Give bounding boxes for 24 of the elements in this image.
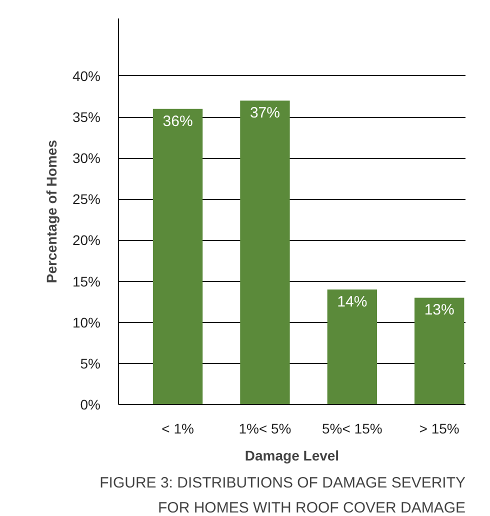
x-axis-title: Damage Level bbox=[244, 448, 340, 464]
x-tick-label: 5%< 15% bbox=[322, 420, 382, 436]
bar bbox=[240, 100, 290, 404]
caption: FIGURE 3: DISTRIBUTIONS OF DAMAGE SEVERITY FOR HOMES WITH ROOF COVER DAMAGE bbox=[100, 474, 466, 516]
y-tick-label: 0% bbox=[80, 396, 100, 412]
y-tick-label: 35% bbox=[72, 109, 101, 126]
data-label: 13% bbox=[424, 302, 454, 319]
y-axis-title: Percentage of Homes bbox=[43, 140, 60, 284]
bar bbox=[414, 298, 464, 404]
y-tick-label: 25% bbox=[72, 191, 101, 208]
x-tick-label: < 1% bbox=[162, 420, 194, 436]
y-tick-label: 40% bbox=[72, 68, 101, 84]
data-label: 14% bbox=[337, 294, 368, 311]
x-tick-label: 1%< 5% bbox=[238, 420, 292, 436]
y-tick-label: 15% bbox=[72, 273, 101, 290]
data-label: 36% bbox=[162, 112, 193, 130]
y-tick-label: 30% bbox=[72, 150, 101, 166]
data-label: 37% bbox=[250, 104, 280, 122]
y-tick-label: 20% bbox=[72, 232, 101, 248]
bar bbox=[152, 108, 203, 404]
bar bbox=[327, 290, 378, 404]
x-tick-label: > 15% bbox=[419, 420, 460, 436]
y-tick-label: 10% bbox=[72, 314, 101, 330]
y-tick-label: 5% bbox=[80, 355, 100, 372]
